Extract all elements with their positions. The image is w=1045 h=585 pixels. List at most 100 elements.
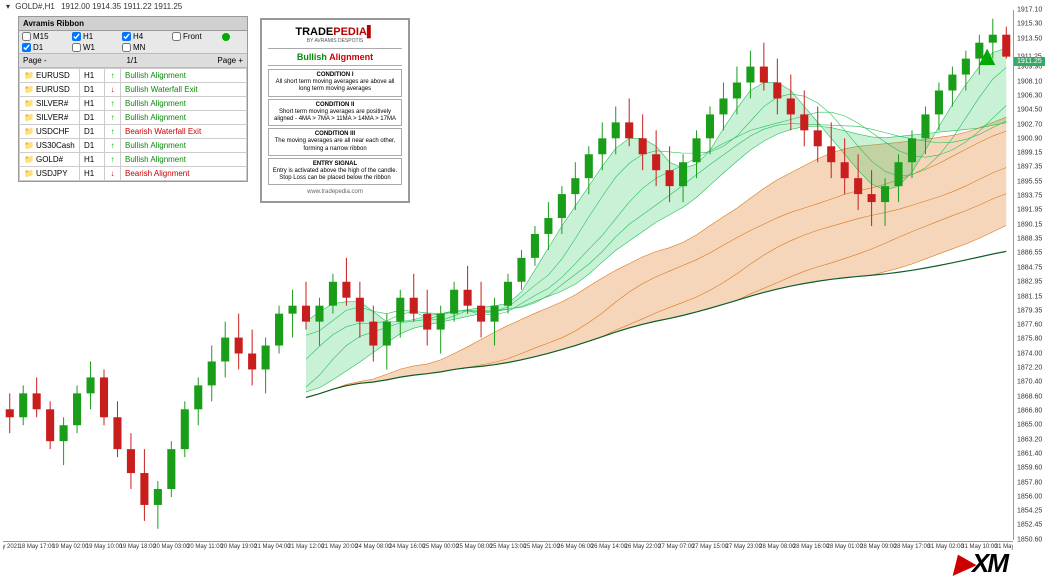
tf-checkbox-mn[interactable]: MN [122,43,164,52]
y-tick: 1904.50 [1017,107,1042,114]
x-tick: 28 May 09:00 [860,544,896,550]
condition-box: CONDITION IAll short term moving average… [268,69,402,97]
arrow-up-icon: ↑ [111,155,115,164]
folder-icon [24,99,36,108]
folder-icon [24,155,36,164]
y-tick: 1872.20 [1017,364,1042,371]
x-tick: 20 May 11:00 [187,544,223,550]
x-tick: 28 May 01:00 [826,544,862,550]
panel-title: Avramis Ribbon [19,17,247,31]
y-tick: 1891.95 [1017,207,1042,214]
folder-icon [24,113,36,122]
x-tick: 21 May 04:00 [254,544,290,550]
x-tick: 28 May 16:00 [793,544,829,550]
bullish-arrow-icon: ▲ [973,40,1001,72]
signal-row[interactable]: GOLD#H1↑Bullish Alignment [20,153,247,167]
y-tick: 1874.00 [1017,350,1042,357]
signal-row[interactable]: SILVER#D1↑Bullish Alignment [20,111,247,125]
y-tick: 1917.10 [1017,7,1042,14]
current-price-marker: 1911.25 [1014,57,1045,66]
y-tick: 1888.35 [1017,236,1042,243]
avramis-panel: Avramis Ribbon M15 H1 H4 Front D1 W1 MN Page … [18,16,248,182]
y-tick: 1881.15 [1017,293,1042,300]
y-tick: 1861.40 [1017,450,1042,457]
x-tick: 26 May 06:00 [557,544,593,550]
signal-row[interactable]: US30CashD1↑Bullish Alignment [20,139,247,153]
tf-checkbox-d1[interactable]: D1 [22,43,64,52]
panel-nav: Page - 1/1 Page + [19,53,247,68]
folder-icon [24,71,36,80]
x-tick: 28 May 08:00 [759,544,795,550]
signal-row[interactable]: USDCHFD1↑Bearish Waterfall Exit [20,125,247,139]
tf-checkbox-h1[interactable]: H1 [72,32,114,41]
arrow-down-icon: ↓ [111,169,115,178]
arrow-up-icon: ↑ [111,127,115,136]
y-tick: 1868.60 [1017,393,1042,400]
x-tick: 24 May 16:00 [389,544,425,550]
y-tick: 1884.75 [1017,264,1042,271]
arrow-down-icon: ↓ [111,85,115,94]
strategy-info-panel: TRADEPEDIA▌ BY AVRAMIS DESPOTIS Bullish … [260,18,410,203]
x-tick: 20 May 03:00 [153,544,189,550]
price-axis: 1917.101915.301913.501911.251909.901908.… [1013,10,1045,540]
x-tick: 27 May 07:00 [658,544,694,550]
condition-box: CONDITION IIShort term moving averages a… [268,99,402,127]
folder-icon [24,169,36,178]
x-tick: 25 May 00:00 [422,544,458,550]
folder-icon [24,85,36,94]
y-tick: 1865.00 [1017,422,1042,429]
x-tick: 19 May 10:00 [86,544,122,550]
x-tick: 27 May 23:00 [725,544,761,550]
x-tick: 21 May 20:00 [321,544,357,550]
y-tick: 1886.55 [1017,250,1042,257]
y-tick: 1875.80 [1017,336,1042,343]
info-footer: www.tradepedia.com [268,189,402,195]
y-tick: 1852.45 [1017,522,1042,529]
y-tick: 1866.80 [1017,407,1042,414]
x-tick: 26 May 22:00 [624,544,660,550]
folder-icon [24,141,36,150]
y-tick: 1882.95 [1017,279,1042,286]
x-tick: 18 May 17:00 [18,544,54,550]
condition-box: ENTRY SIGNALEntry is activated above the… [268,158,402,186]
x-tick: 20 May 19:00 [220,544,256,550]
y-tick: 1879.35 [1017,307,1042,314]
tf-checkbox-h4[interactable]: H4 [122,32,164,41]
y-tick: 1856.00 [1017,493,1042,500]
x-tick: 25 May 13:00 [490,544,526,550]
page-next-button[interactable]: Page + [217,56,243,65]
signal-row[interactable]: SILVER#H1↑Bullish Alignment [20,97,247,111]
signals-table: EURUSDH1↑Bullish AlignmentEURUSDD1↓Bulli… [19,68,247,181]
status-dot-icon [222,33,230,41]
timeframe-row-2: D1 W1 MN [19,42,247,53]
time-axis: 18 May 202118 May 17:0019 May 02:0019 Ma… [3,541,1013,555]
page-prev-button[interactable]: Page - [23,56,47,65]
x-tick: 25 May 21:00 [523,544,559,550]
y-tick: 1850.60 [1017,537,1042,544]
y-tick: 1895.55 [1017,178,1042,185]
signal-row[interactable]: USDJPYH1↓Bearish Alignment [20,167,247,181]
y-tick: 1854.25 [1017,507,1042,514]
y-tick: 1908.10 [1017,78,1042,85]
y-tick: 1859.60 [1017,465,1042,472]
x-tick: 28 May 17:00 [894,544,930,550]
tf-checkbox-front[interactable]: Front [172,32,214,41]
y-tick: 1906.30 [1017,93,1042,100]
y-tick: 1857.80 [1017,479,1042,486]
signal-row[interactable]: EURUSDD1↓Bullish Waterfall Exit [20,83,247,97]
x-tick: 26 May 14:00 [591,544,627,550]
tf-checkbox-w1[interactable]: W1 [72,43,114,52]
arrow-up-icon: ↑ [111,141,115,150]
condition-box: CONDITION IIIThe moving averages are all… [268,128,402,156]
page-count: 1/1 [126,56,137,65]
tradepedia-logo: TRADEPEDIA▌ BY AVRAMIS DESPOTIS [268,26,402,44]
x-tick: 19 May 18:00 [119,544,155,550]
y-tick: 1899.15 [1017,150,1042,157]
tf-checkbox-m15[interactable]: M15 [22,32,64,41]
y-tick: 1863.20 [1017,436,1042,443]
signal-row[interactable]: EURUSDH1↑Bullish Alignment [20,69,247,83]
y-tick: 1870.40 [1017,379,1042,386]
x-tick: 24 May 08:00 [355,544,391,550]
y-tick: 1877.60 [1017,321,1042,328]
xm-logo: ▶XM [954,548,1007,579]
